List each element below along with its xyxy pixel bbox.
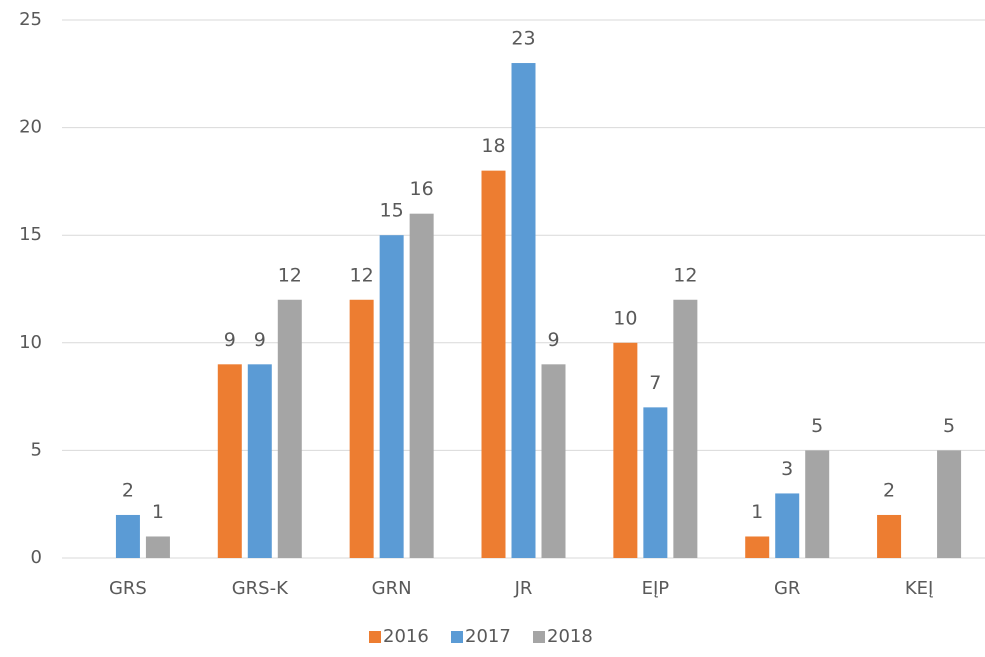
data-label: 5 [811, 415, 823, 437]
bar [643, 407, 668, 558]
bar [349, 299, 374, 558]
data-label: 3 [781, 458, 793, 480]
legend-label: 2018 [547, 626, 593, 647]
bar [379, 235, 404, 558]
data-label: 16 [410, 178, 434, 200]
bar [745, 536, 770, 558]
x-tick-label: JR [514, 578, 533, 599]
x-tick-label: GRN [372, 578, 412, 599]
legend-swatch [451, 631, 463, 643]
x-tick-label: EĮP [642, 578, 670, 599]
data-label: 7 [649, 372, 661, 394]
data-label: 5 [943, 415, 955, 437]
data-label: 9 [254, 329, 266, 351]
data-label: 12 [278, 264, 302, 286]
bar [481, 170, 506, 558]
y-tick-label: 10 [19, 332, 42, 353]
legend-swatch [369, 631, 381, 643]
bar [613, 342, 638, 558]
data-label: 1 [152, 501, 164, 523]
data-label: 10 [613, 307, 637, 329]
bar [511, 63, 536, 558]
y-tick-label: 20 [19, 117, 42, 138]
legend-label: 2016 [383, 626, 429, 647]
data-label: 18 [481, 135, 505, 157]
bar [217, 364, 242, 558]
y-tick-label: 15 [19, 224, 42, 245]
y-tick-label: 25 [19, 9, 42, 30]
x-tick-label: GRS-K [232, 578, 289, 599]
data-label: 9 [547, 329, 559, 351]
data-label: 15 [380, 200, 404, 222]
bar [937, 450, 962, 558]
bar [145, 536, 170, 558]
bar [775, 493, 800, 558]
x-tick-label: KEĮ [905, 578, 934, 599]
data-label: 2 [883, 479, 895, 501]
data-label: 9 [224, 329, 236, 351]
bar [409, 213, 434, 558]
bar [115, 514, 140, 558]
bar [673, 299, 698, 558]
legend-swatch [533, 631, 545, 643]
bar [541, 364, 566, 558]
bar [877, 514, 902, 558]
bar [277, 299, 302, 558]
y-tick-label: 0 [31, 547, 42, 568]
bar [805, 450, 830, 558]
data-label: 1 [751, 501, 763, 523]
data-label: 12 [673, 264, 697, 286]
x-tick-label: GRS [109, 578, 147, 599]
data-label: 2 [122, 479, 134, 501]
y-tick-label: 5 [31, 439, 42, 460]
data-label: 23 [511, 28, 535, 50]
data-label: 12 [350, 264, 374, 286]
legend-label: 2017 [465, 626, 511, 647]
x-tick-label: GR [774, 578, 800, 599]
bar [247, 364, 272, 558]
